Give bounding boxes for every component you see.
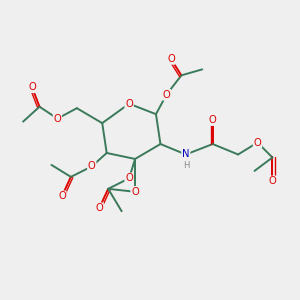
Text: O: O — [95, 203, 103, 213]
Text: O: O — [28, 82, 36, 92]
Text: O: O — [209, 115, 217, 125]
Text: O: O — [125, 99, 133, 109]
Text: O: O — [254, 137, 261, 148]
Text: O: O — [58, 191, 66, 201]
Text: O: O — [125, 173, 133, 183]
Text: O: O — [131, 187, 139, 197]
Text: O: O — [268, 176, 276, 186]
Text: N: N — [182, 149, 190, 160]
Text: H: H — [183, 161, 190, 170]
Text: O: O — [54, 114, 61, 124]
Text: O: O — [88, 161, 96, 171]
Text: O: O — [167, 54, 175, 64]
Text: O: O — [163, 90, 170, 100]
